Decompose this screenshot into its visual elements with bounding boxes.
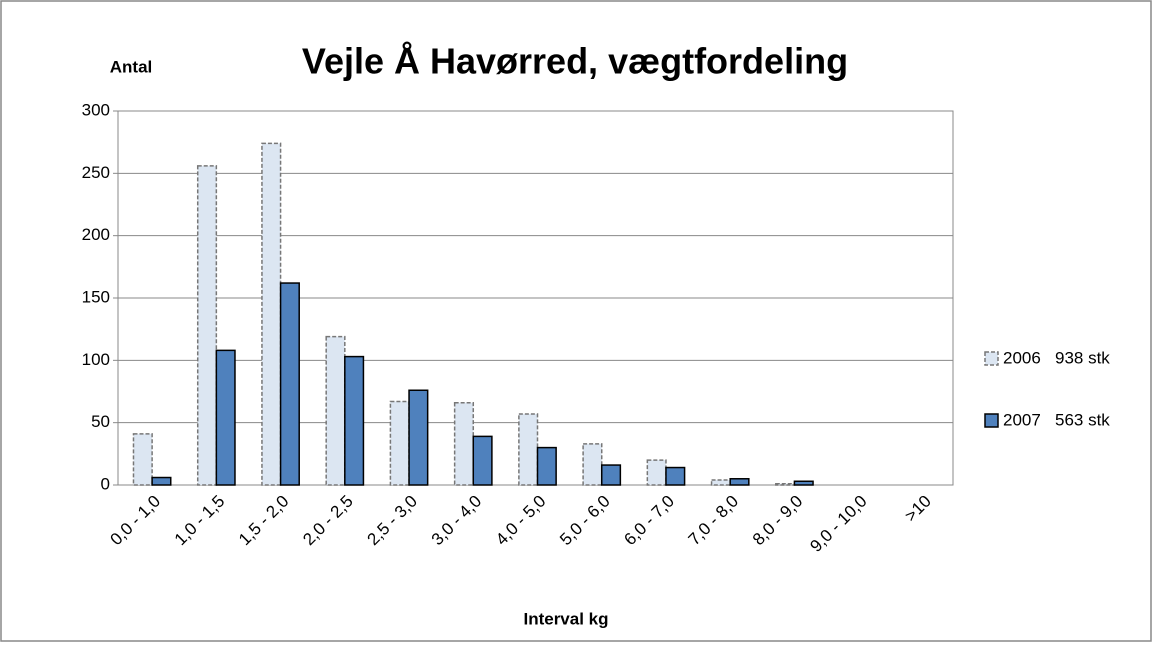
y-tick-label: 300 xyxy=(82,100,110,119)
bar xyxy=(408,389,429,486)
legend-marker xyxy=(984,351,999,366)
legend-marker xyxy=(984,413,999,428)
bar xyxy=(325,335,346,486)
bar xyxy=(582,443,603,486)
bar xyxy=(793,480,814,486)
bar xyxy=(536,446,557,486)
legend-label: 2006 938 stk xyxy=(1003,348,1110,367)
bar xyxy=(279,282,300,486)
bar xyxy=(729,478,750,486)
chart-title: Vejle Å Havørred, vægtfordeling xyxy=(302,41,848,82)
y-tick-label: 0 xyxy=(101,474,110,493)
x-axis-label: Interval kg xyxy=(523,609,608,628)
bar xyxy=(600,464,622,486)
y-tick-label: 50 xyxy=(91,412,110,431)
bar xyxy=(646,459,667,486)
bar xyxy=(472,435,493,486)
y-axis-label: Antal xyxy=(110,57,153,76)
y-tick-label: 100 xyxy=(82,350,110,369)
bar xyxy=(453,401,475,486)
y-tick-label: 150 xyxy=(82,287,110,306)
bar xyxy=(775,483,796,486)
bar xyxy=(710,479,731,486)
legend-label: 2007 563 stk xyxy=(1003,410,1110,429)
bar xyxy=(518,413,539,486)
bar xyxy=(215,349,236,486)
bar xyxy=(665,466,686,486)
y-tick-label: 250 xyxy=(82,163,110,182)
bar xyxy=(151,476,172,486)
y-tick-label: 200 xyxy=(82,225,110,244)
bar xyxy=(389,400,410,486)
bar xyxy=(261,142,282,486)
bar xyxy=(344,355,365,486)
bar xyxy=(196,165,218,486)
bar xyxy=(132,433,153,486)
